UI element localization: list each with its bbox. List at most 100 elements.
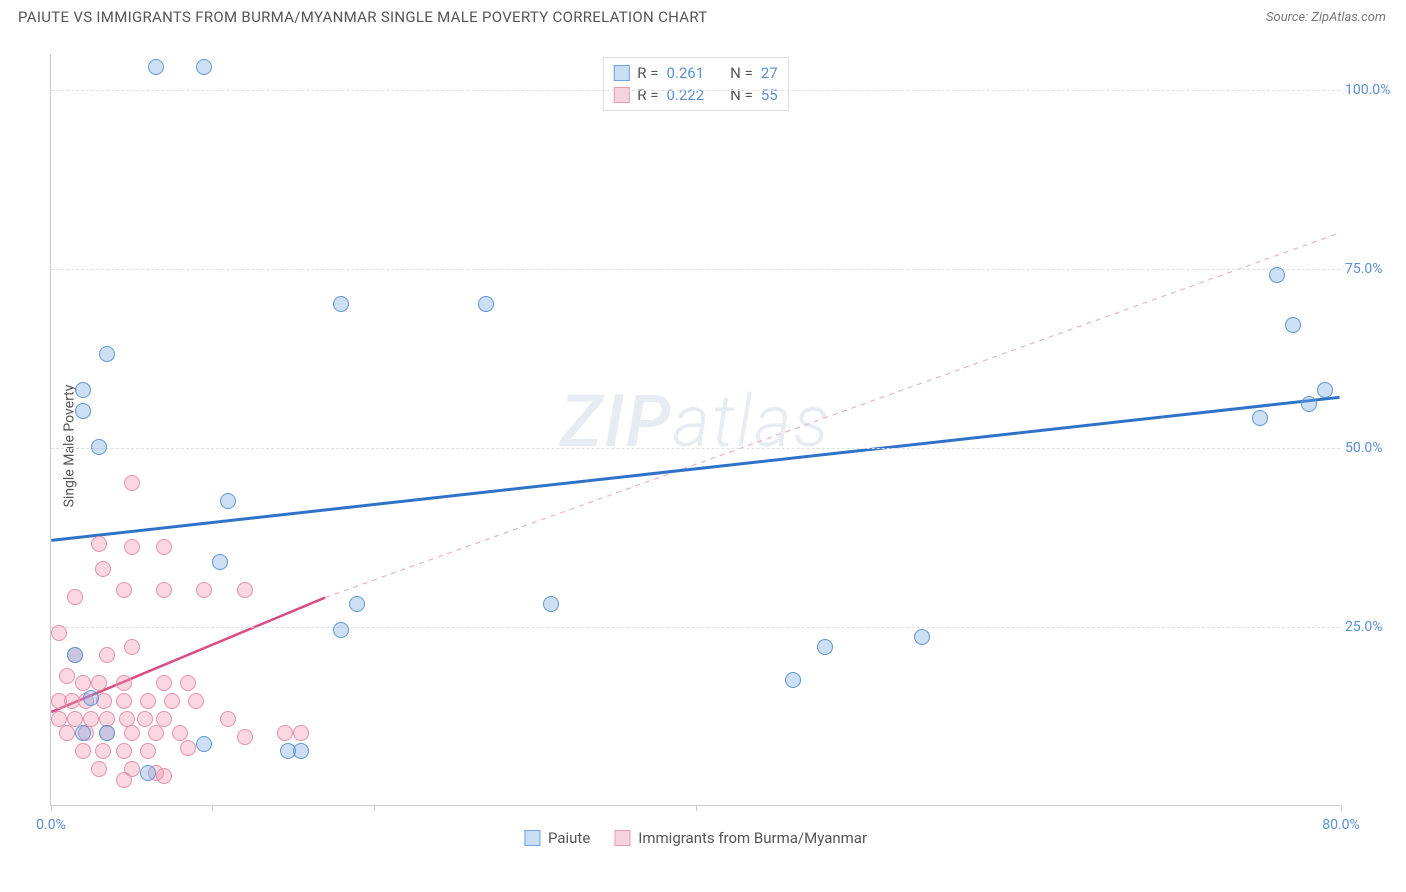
source-label: Source: ZipAtlas.com (1266, 10, 1386, 25)
x-tick (51, 805, 52, 811)
data-point (140, 765, 156, 781)
data-point (212, 554, 228, 570)
data-point (67, 647, 83, 663)
scatter-plot: ZIPatlas R =0.261N =27R =0.222N =55 Paiu… (50, 54, 1340, 806)
x-tick (212, 805, 213, 811)
legend-stats-row: R = 0.261 N = 27 (613, 62, 777, 84)
data-point (156, 582, 172, 598)
data-point (148, 59, 164, 75)
legend-label: Paiute (548, 829, 590, 847)
data-point (277, 725, 293, 741)
x-tick (1341, 805, 1342, 811)
data-point (75, 743, 91, 759)
data-point (124, 639, 140, 655)
data-point (116, 693, 132, 709)
legend-label: Immigrants from Burma/Myanmar (638, 829, 867, 847)
y-tick-label: 25.0% (1345, 619, 1400, 635)
data-point (220, 711, 236, 727)
data-point (1285, 317, 1301, 333)
data-point (333, 622, 349, 638)
y-tick-label: 75.0% (1345, 261, 1400, 277)
data-point (124, 539, 140, 555)
gridline (51, 627, 1340, 628)
chart-title: PAIUTE VS IMMIGRANTS FROM BURMA/MYANMAR … (18, 8, 708, 26)
data-point (293, 743, 309, 759)
y-tick-label: 50.0% (1345, 440, 1400, 456)
series-legend: Paiute Immigrants from Burma/Myanmar (524, 829, 867, 847)
trend-line (325, 233, 1340, 598)
data-point (116, 772, 132, 788)
data-point (196, 59, 212, 75)
stat-n-value: 55 (761, 86, 778, 104)
stat-n-label: N = (730, 64, 753, 82)
data-point (164, 693, 180, 709)
gridline (51, 269, 1340, 270)
stat-r-value: 0.222 (666, 86, 704, 104)
data-point (478, 296, 494, 312)
legend-swatch (614, 830, 630, 846)
data-point (116, 743, 132, 759)
data-point (59, 725, 75, 741)
data-point (59, 668, 75, 684)
correlation-legend: R =0.261N =27R =0.222N =55 (602, 57, 788, 111)
legend-swatch (613, 65, 629, 81)
data-point (196, 582, 212, 598)
x-tick (374, 805, 375, 811)
legend-stats-row: R =0.222N =55 (613, 84, 777, 106)
data-point (914, 629, 930, 645)
data-point (124, 475, 140, 491)
data-point (188, 693, 204, 709)
data-point (75, 382, 91, 398)
data-point (99, 725, 115, 741)
data-point (99, 647, 115, 663)
data-point (91, 439, 107, 455)
data-point (293, 725, 309, 741)
data-point (156, 539, 172, 555)
data-point (156, 675, 172, 691)
data-point (116, 582, 132, 598)
data-point (95, 743, 111, 759)
data-point (237, 582, 253, 598)
data-point (196, 736, 212, 752)
gridline (51, 90, 1340, 91)
data-point (1301, 396, 1317, 412)
data-point (180, 740, 196, 756)
data-point (543, 596, 559, 612)
x-tick (696, 805, 697, 811)
data-point (1317, 382, 1333, 398)
data-point (137, 711, 153, 727)
data-point (180, 675, 196, 691)
data-point (1252, 410, 1268, 426)
data-point (156, 768, 172, 784)
data-point (349, 596, 365, 612)
data-point (83, 690, 99, 706)
data-point (817, 639, 833, 655)
data-point (156, 711, 172, 727)
data-point (140, 743, 156, 759)
data-point (333, 296, 349, 312)
stat-r-value: 0.261 (666, 64, 704, 82)
stat-n-value: 27 (761, 64, 778, 82)
data-point (237, 729, 253, 745)
stat-r-label: R = (637, 64, 658, 82)
legend-swatch (524, 830, 540, 846)
y-tick-label: 100.0% (1345, 82, 1400, 98)
data-point (91, 536, 107, 552)
x-tick-label: 80.0% (1322, 817, 1360, 833)
stat-r-label: R = (637, 86, 658, 104)
data-point (116, 675, 132, 691)
data-point (220, 493, 236, 509)
data-point (91, 761, 107, 777)
data-point (51, 625, 67, 641)
legend-item: Paiute (524, 829, 590, 847)
data-point (148, 725, 164, 741)
data-point (91, 675, 107, 691)
data-point (785, 672, 801, 688)
trend-line (51, 397, 1339, 540)
gridline (51, 448, 1340, 449)
data-point (124, 725, 140, 741)
data-point (140, 693, 156, 709)
data-point (67, 589, 83, 605)
trend-lines-layer (51, 54, 1340, 805)
data-point (1269, 267, 1285, 283)
